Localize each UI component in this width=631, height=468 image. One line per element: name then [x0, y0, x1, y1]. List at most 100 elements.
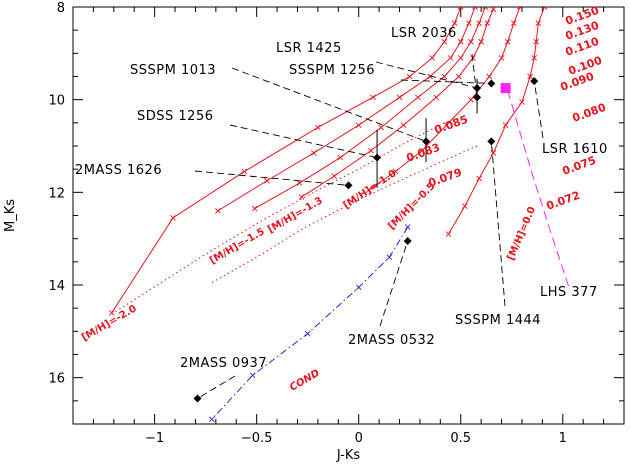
- series-point: [386, 254, 393, 261]
- leader-line: [375, 61, 478, 89]
- mass-label: 0.075: [561, 154, 598, 178]
- y-tick-label: 8: [57, 1, 65, 16]
- series-point: [429, 55, 435, 61]
- series-point: [457, 55, 464, 61]
- series-point: [466, 20, 472, 27]
- series-point: [543, 7, 548, 10]
- series-point: [468, 96, 474, 103]
- series-point: [451, 20, 458, 27]
- series-point: [433, 94, 440, 101]
- object-label: SSSPM 1013: [130, 63, 216, 78]
- series-point: [490, 7, 497, 13]
- mass-label: 0.083: [405, 141, 442, 165]
- series-point: [415, 94, 421, 101]
- object-label: 2MASS 0937: [180, 356, 267, 371]
- series-point: [264, 177, 270, 184]
- series-point: [310, 150, 317, 156]
- series-point: [392, 168, 399, 175]
- series-point: [298, 194, 305, 200]
- object-label: SSSPM 1444: [455, 313, 541, 328]
- series-point: [490, 150, 497, 156]
- series-point: [533, 38, 540, 45]
- object-marker: [193, 394, 202, 403]
- series-point: [484, 20, 491, 27]
- series-point: [378, 124, 384, 131]
- series-point: [419, 147, 425, 154]
- series-point: [370, 94, 376, 101]
- object-label: LSR 1425: [276, 41, 342, 56]
- series-point: [170, 214, 176, 221]
- series-line: [254, 7, 486, 209]
- series-point: [404, 224, 411, 230]
- leader-line: [197, 375, 236, 399]
- series-point: [441, 73, 448, 80]
- leader-line: [229, 124, 378, 159]
- series-point: [502, 122, 509, 128]
- metallicity-label: [M/H]=0.0: [506, 205, 538, 262]
- series-point: [315, 124, 321, 131]
- series-point: [510, 20, 517, 27]
- mass-label: 0.072: [545, 189, 582, 213]
- object-label: SSSPM 1256: [289, 63, 375, 78]
- y-tick-label: 16: [48, 372, 65, 387]
- object-marker: [422, 137, 431, 146]
- series-point: [484, 7, 489, 10]
- plot-area: [108, 7, 570, 423]
- leader-line: [471, 53, 478, 98]
- series-point: [304, 330, 311, 337]
- object-label: LHS 377: [540, 285, 598, 300]
- series-point: [519, 99, 525, 105]
- series-line: [211, 145, 478, 284]
- y-axis-title: M_Ks: [3, 199, 18, 232]
- x-axis-title: J-Ks: [336, 448, 361, 463]
- series-point: [472, 7, 476, 10]
- series-point: [355, 122, 362, 128]
- leader-line: [400, 79, 492, 84]
- series-point: [445, 231, 452, 237]
- series-point: [208, 416, 215, 423]
- metallicity-label: [M/H]=-1.5: [208, 226, 267, 266]
- series-point: [460, 7, 464, 10]
- series-line: [111, 7, 462, 314]
- series-point: [527, 73, 533, 80]
- series-point: [368, 147, 374, 154]
- series-line: [217, 7, 476, 212]
- x-tick-label: 1: [559, 431, 567, 446]
- leader-line: [194, 170, 349, 186]
- y-tick-label: 14: [48, 279, 65, 294]
- x-tick-label: −1: [145, 431, 164, 446]
- series-point: [541, 7, 546, 10]
- series-point: [443, 122, 450, 128]
- leader-line: [490, 141, 506, 307]
- series-point: [331, 173, 338, 179]
- series-point: [476, 175, 482, 182]
- series-point: [400, 122, 407, 128]
- x-tick-label: 0.5: [450, 431, 471, 446]
- object-label: LSR 2036: [391, 26, 457, 41]
- series-point: [249, 372, 256, 379]
- series-point: [486, 73, 493, 80]
- object-label: LSR 1610: [542, 142, 608, 157]
- series-point: [455, 73, 462, 80]
- leader-line: [379, 240, 409, 327]
- series-point: [474, 7, 478, 10]
- series-point: [462, 203, 468, 210]
- metallicity-label: [M/H]=-2.0: [80, 303, 139, 343]
- object-label: 2MASS 0532: [348, 333, 435, 348]
- y-tick-label: 12: [48, 186, 65, 201]
- series-point: [251, 205, 258, 212]
- object-label: 2MASS 1626: [75, 163, 162, 178]
- series-point: [519, 7, 523, 10]
- object-label: SDSS 1256: [137, 109, 213, 124]
- x-tick-label: −0.5: [241, 431, 273, 446]
- series-point: [296, 180, 303, 186]
- series-point: [457, 7, 462, 10]
- series-point: [498, 55, 505, 61]
- series-point: [366, 187, 372, 193]
- series-point: [517, 7, 521, 10]
- series-point: [476, 20, 482, 27]
- metallicity-label: [M/H]=-1.0: [342, 168, 399, 211]
- object-marker: [373, 153, 382, 162]
- series-line: [113, 122, 445, 314]
- series-point: [531, 55, 538, 61]
